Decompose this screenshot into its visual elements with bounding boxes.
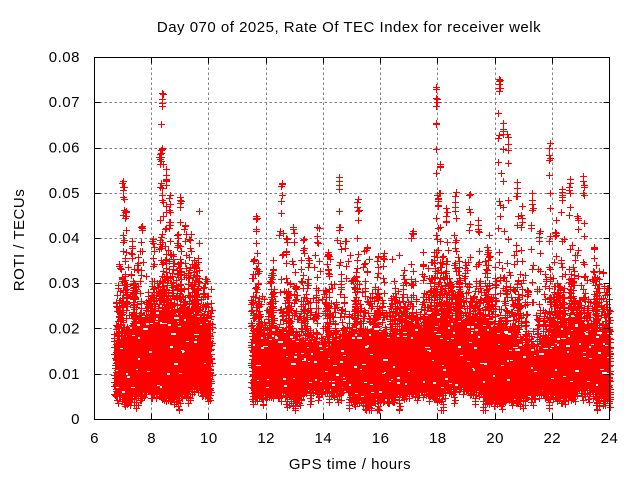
svg-text:0.03: 0.03 — [49, 275, 80, 292]
svg-text:10: 10 — [200, 430, 218, 447]
svg-text:0: 0 — [71, 411, 80, 428]
svg-text:20: 20 — [486, 430, 504, 447]
svg-text:0.04: 0.04 — [49, 230, 80, 247]
svg-text:0.08: 0.08 — [49, 49, 80, 66]
svg-text:16: 16 — [372, 430, 390, 447]
svg-text:0.06: 0.06 — [49, 140, 80, 157]
svg-text:18: 18 — [429, 430, 447, 447]
svg-text:0.01: 0.01 — [49, 366, 80, 383]
svg-text:12: 12 — [257, 430, 275, 447]
svg-text:0.07: 0.07 — [49, 94, 80, 111]
svg-text:22: 22 — [543, 430, 561, 447]
svg-text:6: 6 — [90, 430, 99, 447]
svg-text:GPS time / hours: GPS time / hours — [289, 456, 411, 473]
svg-text:0.02: 0.02 — [49, 321, 80, 338]
svg-text:24: 24 — [601, 430, 619, 447]
svg-text:8: 8 — [147, 430, 156, 447]
svg-text:0.05: 0.05 — [49, 185, 80, 202]
svg-text:14: 14 — [315, 430, 333, 447]
svg-text:Day 070 of 2025, Rate Of TEC I: Day 070 of 2025, Rate Of TEC Index for r… — [157, 19, 541, 36]
svg-text:ROTI / TECUs: ROTI / TECUs — [11, 189, 28, 291]
